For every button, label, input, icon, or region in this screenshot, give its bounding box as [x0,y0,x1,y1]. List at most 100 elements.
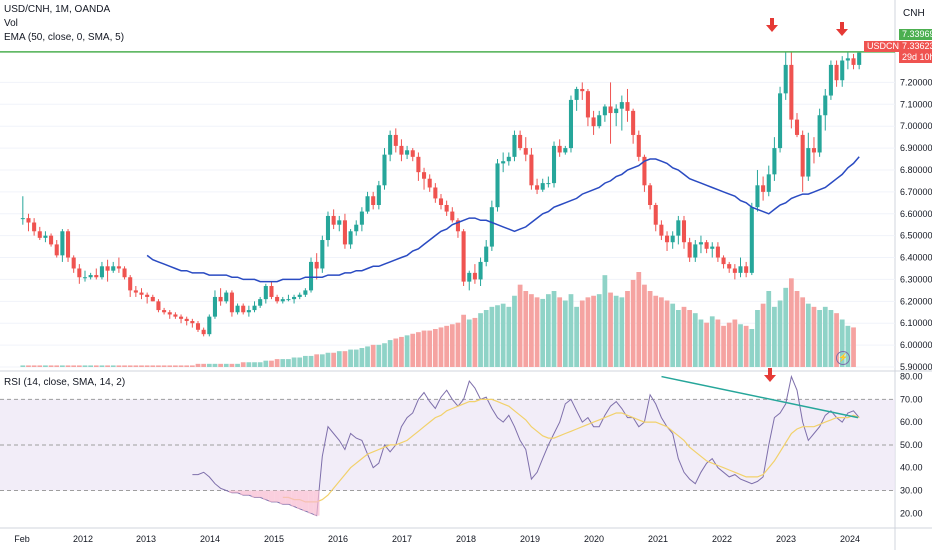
last-price-badge: 7.33623 [899,41,932,52]
candle-body [348,231,353,245]
volume-bar [438,327,444,367]
volume-bar [376,344,382,367]
volume-bar [116,365,122,367]
volume-bar [26,365,31,367]
volume-bar [591,295,596,367]
candle-body [659,224,664,236]
candle-body [376,185,381,205]
volume-bar [845,325,851,367]
candle-body [399,145,404,155]
candle-body [433,187,438,199]
candle-body [49,235,54,245]
currency-label: CNH [903,8,925,19]
candle-body [37,231,42,238]
volume-bar [529,294,534,367]
candle-body [82,277,88,279]
volume-bar [184,365,190,367]
candle-body [529,154,534,186]
volume-bar [851,327,856,367]
candle-body [71,257,76,269]
resistance-price-badge: 7.33969 [899,29,932,40]
rsi-pane [192,374,860,517]
candle-body [32,222,37,232]
candle-body [105,266,110,271]
candle-body [789,64,794,120]
candle-body [359,211,364,225]
candle-body [648,185,653,205]
volume-bar [336,351,342,367]
volume-bar [342,351,348,367]
volume-bar [404,335,410,367]
candle-body [568,99,574,149]
volume-legend: Vol [4,18,18,29]
time-axis: Feb 2012 2013 2014 2015 2016 2017 2018 2019 2020 2… [14,534,860,544]
volume-bar [274,359,280,367]
price-tick-label: 6.50000 [900,231,932,241]
volume-bar [619,297,625,367]
candle-body [229,292,234,313]
candle-body [184,318,189,322]
candle-body [337,220,342,225]
volume-bar [319,354,325,367]
candle-body [783,64,788,94]
volume-bar [291,357,297,367]
volume-bar [500,303,506,367]
volume-bar [800,297,806,367]
volume-bar [709,316,715,367]
rsi-oversold-fill [291,490,297,507]
candle-body [472,272,477,280]
candle-body [608,106,613,114]
lightning-icon[interactable]: ⚡ [836,351,850,365]
candle-body [405,150,410,155]
candle-body [518,134,523,149]
candle-body [772,148,777,175]
candle-body [410,150,415,157]
rsi-tick-label: 50.00 [900,440,923,450]
candle-body [625,102,630,111]
volume-bar [71,365,77,367]
volume-bar [692,313,698,367]
rsi-oversold-fill [257,490,263,498]
time-tick-label: 2017 [392,534,412,544]
volume-bar [805,303,811,367]
candle-body [546,183,551,185]
volume-bar [48,365,54,367]
arrow-down-icon-shaft [770,18,774,25]
rsi-oversold-fill [313,490,320,516]
volume-bar [822,306,828,367]
symbol-tag-badge: USDCNH [864,41,909,52]
candle-body [495,163,500,208]
price-tick-label: 6.90000 [900,143,932,153]
volume-bar [540,298,546,367]
volume-bar [212,363,218,367]
candle-body [99,266,104,278]
candle-body [540,183,545,190]
volume-bar [698,319,704,367]
volume-bar [229,363,235,367]
candle-body [320,240,325,269]
volume-bar [218,363,223,367]
rsi-oversold-fill [246,490,252,496]
price-tick-label: 6.10000 [900,318,932,328]
volume-bar [574,306,579,367]
volume-bar [489,306,495,367]
candle-body [450,211,455,221]
candle-body [438,198,444,205]
volume-bar [817,310,822,367]
volume-bar [687,310,693,367]
candle-body [761,185,766,192]
price-tick-label: 6.70000 [900,187,932,197]
volume-bar [280,359,286,367]
volume-bar [37,365,43,367]
candle-body [297,294,302,297]
candle-body [670,235,675,243]
volume-bar [308,355,314,367]
volume-bar [178,365,184,367]
candle-body [145,294,150,297]
rsi-axis: 80.00 70.00 60.00 50.00 40.00 30.00 20.00 [900,372,923,519]
volume-bar [602,275,608,367]
candle-body [817,115,822,153]
candle-body [388,134,393,155]
